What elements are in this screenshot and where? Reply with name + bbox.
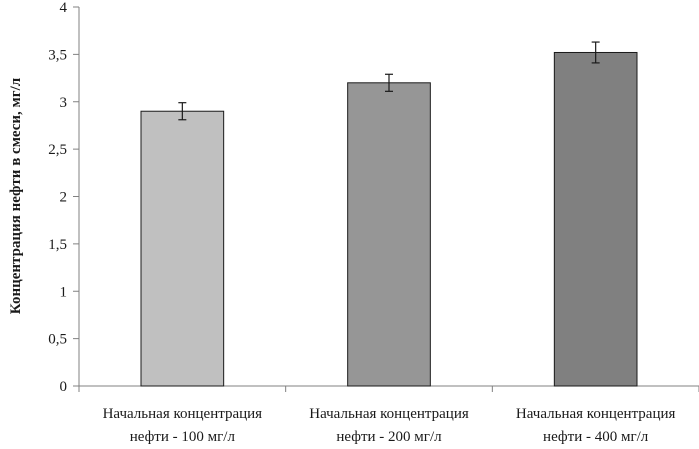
bar [347, 82, 431, 387]
x-axis [78, 385, 699, 392]
y-tick-label: 1,5 [48, 237, 67, 253]
x-category-label: Начальная концентрация [103, 406, 263, 422]
y-tick-label: 0 [60, 379, 68, 395]
x-category-label: нефти - 100 мг/л [130, 429, 236, 445]
error-bar [591, 41, 600, 64]
category-labels: Начальная концентрация нефти - 100 мг/л На… [103, 406, 676, 445]
error-bar [178, 102, 187, 121]
y-tick-label: 3 [60, 95, 68, 111]
error-bar [385, 73, 393, 92]
y-tick-label: 1 [60, 284, 68, 300]
y-tick-label: 4 [60, 0, 68, 16]
error-bars [178, 41, 600, 121]
x-category-label: Начальная концентрация [309, 406, 469, 422]
y-axis-title: Концентрация нефти в смеси, мг/л [8, 77, 24, 314]
x-category-label: Начальная концентрация [516, 406, 676, 422]
bar [553, 51, 638, 387]
y-axis: 0 0,5 1 1,5 2 2,5 3 3,5 4 [48, 0, 80, 395]
y-tick-label: 3,5 [48, 47, 67, 63]
x-category-label: нефти - 400 мг/л [543, 429, 649, 445]
x-category-label: нефти - 200 мг/л [336, 429, 442, 445]
bar [140, 110, 225, 387]
y-tick-label: 2,5 [48, 142, 67, 158]
bars [140, 51, 638, 387]
y-tick-label: 0,5 [48, 332, 67, 348]
y-tick-label: 2 [60, 190, 68, 206]
